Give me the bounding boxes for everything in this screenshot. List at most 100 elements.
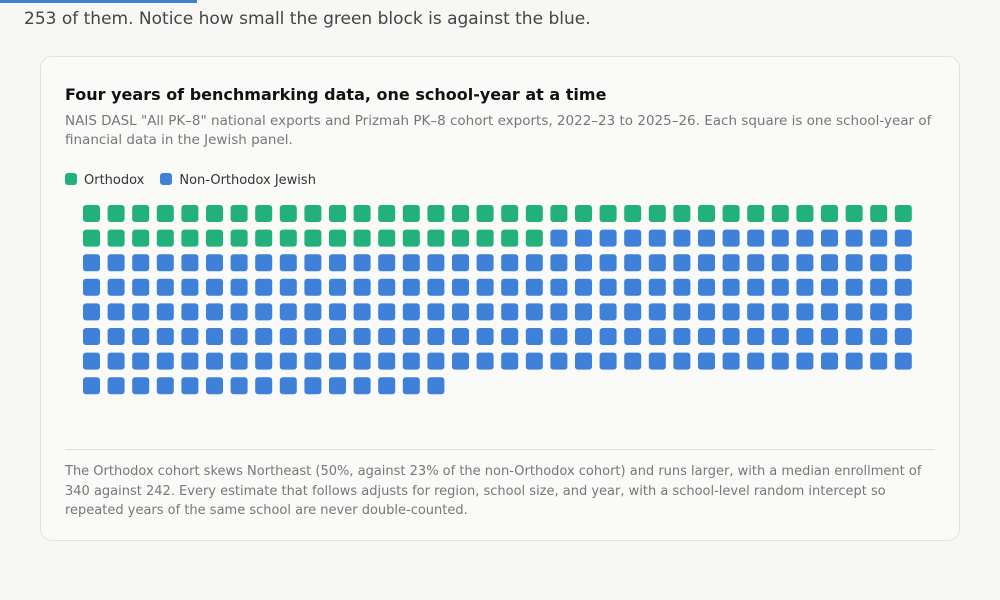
waffle-square <box>83 254 100 272</box>
waffle-square <box>279 303 297 321</box>
waffle-square <box>501 254 519 272</box>
waffle-square <box>83 328 100 345</box>
waffle-square <box>107 205 125 222</box>
waffle-square <box>771 229 789 247</box>
waffle-square <box>525 352 543 370</box>
waffle-square <box>550 328 568 345</box>
waffle-square <box>402 328 420 345</box>
waffle-square <box>255 205 273 222</box>
waffle-square <box>821 328 838 345</box>
waffle-square <box>378 254 396 272</box>
waffle-square <box>624 205 642 222</box>
waffle-square <box>304 254 322 272</box>
waffle-square <box>550 254 568 272</box>
waffle-square <box>107 328 125 345</box>
waffle-square <box>599 328 617 345</box>
waffle-square <box>255 352 273 370</box>
waffle-square <box>378 328 396 345</box>
waffle-square <box>747 205 765 222</box>
waffle-square <box>648 328 666 345</box>
waffle-square <box>624 254 642 272</box>
waffle-square <box>255 328 273 345</box>
waffle-square <box>402 229 420 247</box>
waffle-square <box>132 377 150 395</box>
waffle-square <box>476 328 494 345</box>
waffle-square <box>304 205 322 222</box>
waffle-square <box>796 278 814 296</box>
waffle-square <box>599 229 617 247</box>
waffle-square <box>845 328 863 345</box>
waffle-square <box>501 303 519 321</box>
waffle-square <box>255 278 273 296</box>
waffle-square <box>870 303 888 321</box>
waffle-square <box>722 229 740 247</box>
waffle-square <box>452 352 469 370</box>
legend: Orthodox Non-Orthodox Jewish <box>65 173 316 188</box>
waffle-square <box>722 328 740 345</box>
waffle-square <box>304 303 322 321</box>
waffle-square <box>206 229 223 247</box>
waffle-square <box>452 254 469 272</box>
waffle-square <box>648 254 666 272</box>
waffle-square <box>648 205 666 222</box>
waffle-square <box>845 229 863 247</box>
waffle-square <box>624 303 642 321</box>
waffle-square <box>181 303 199 321</box>
waffle-square <box>599 303 617 321</box>
waffle-square <box>501 229 519 247</box>
waffle-square <box>107 278 125 296</box>
waffle-square <box>894 303 912 321</box>
waffle-square <box>329 278 346 296</box>
waffle-square <box>771 205 789 222</box>
waffle-square <box>378 377 396 395</box>
waffle-square <box>476 254 494 272</box>
waffle-square <box>83 352 100 370</box>
waffle-square <box>279 205 297 222</box>
waffle-square <box>279 229 297 247</box>
waffle-square <box>648 352 666 370</box>
waffle-square <box>747 303 765 321</box>
waffle-square <box>181 254 199 272</box>
waffle-square <box>156 303 174 321</box>
waffle-square <box>206 303 223 321</box>
waffle-square <box>673 229 691 247</box>
waffle-square <box>624 352 642 370</box>
waffle-square <box>894 352 912 370</box>
waffle-square <box>255 377 273 395</box>
waffle-square <box>181 229 199 247</box>
waffle-square <box>353 278 371 296</box>
waffle-square <box>255 303 273 321</box>
waffle-square <box>796 352 814 370</box>
waffle-square <box>304 229 322 247</box>
waffle-square <box>452 278 469 296</box>
divider <box>65 449 935 450</box>
waffle-square <box>427 205 445 222</box>
legend-swatch <box>65 173 77 185</box>
waffle-square <box>230 229 248 247</box>
waffle-square <box>599 278 617 296</box>
waffle-square <box>870 352 888 370</box>
waffle-square <box>427 377 445 395</box>
waffle-square <box>181 328 199 345</box>
waffle-square <box>550 303 568 321</box>
waffle-square <box>550 278 568 296</box>
waffle-square <box>181 377 199 395</box>
waffle-square <box>230 278 248 296</box>
waffle-square <box>378 303 396 321</box>
waffle-square <box>83 205 100 222</box>
waffle-square <box>575 254 592 272</box>
waffle-square <box>378 229 396 247</box>
waffle-square <box>747 229 765 247</box>
waffle-square <box>796 303 814 321</box>
waffle-square <box>353 328 371 345</box>
waffle-square <box>476 352 494 370</box>
waffle-square <box>673 278 691 296</box>
waffle-square <box>698 254 715 272</box>
waffle-square <box>83 278 100 296</box>
waffle-square <box>525 205 543 222</box>
waffle-square <box>181 278 199 296</box>
waffle-square <box>353 352 371 370</box>
waffle-square <box>255 254 273 272</box>
legend-item: Non-Orthodox Jewish <box>160 173 316 188</box>
waffle-square <box>476 229 494 247</box>
